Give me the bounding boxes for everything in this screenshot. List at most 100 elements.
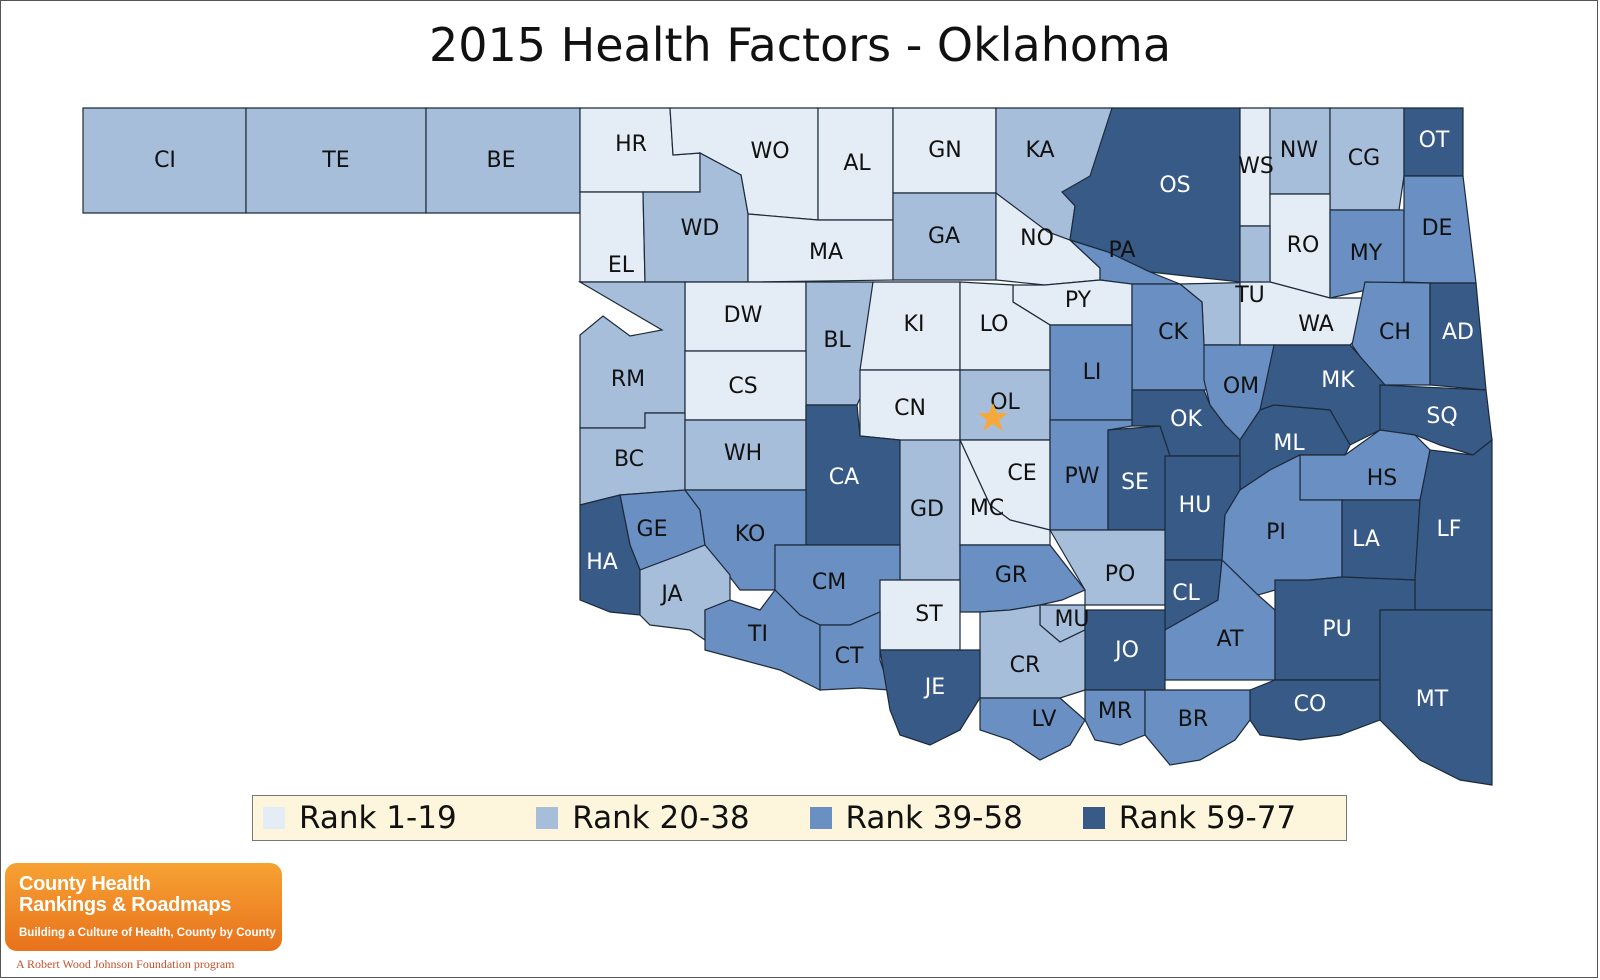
- county-label-mk: MK: [1321, 368, 1355, 393]
- county-label-ja: JA: [659, 582, 682, 607]
- county-label-cr: CR: [1010, 653, 1041, 678]
- county-label-st: ST: [915, 602, 943, 627]
- county-label-wh: WH: [724, 441, 762, 466]
- county-label-pu: PU: [1322, 617, 1351, 642]
- county-label-ci: CI: [154, 148, 176, 173]
- map-title: 2015 Health Factors - Oklahoma: [428, 18, 1172, 72]
- county-label-wa: WA: [1298, 312, 1334, 337]
- county-cg: [1329, 107, 1405, 211]
- county-label-ct: CT: [835, 644, 864, 669]
- legend-item-rank-20-38: Rank 20-38: [536, 800, 799, 836]
- county-label-pi: PI: [1266, 520, 1286, 545]
- county-label-ko: KO: [735, 522, 766, 547]
- rwjf-program-note: A Robert Wood Johnson Foundation program: [16, 957, 235, 971]
- county-br: [1144, 689, 1251, 766]
- county-label-lf: LF: [1437, 517, 1462, 542]
- county-label-mt: MT: [1416, 687, 1449, 712]
- legend-label: Rank 59-77: [1118, 800, 1297, 836]
- county-label-ro: RO: [1287, 233, 1320, 258]
- county-label-be: BE: [487, 148, 516, 173]
- county-label-py: PY: [1065, 288, 1092, 313]
- capital-star-icon: [978, 403, 1008, 431]
- county-label-at: AT: [1217, 627, 1244, 652]
- county-label-lo: LO: [980, 312, 1009, 337]
- county-label-tu: TU: [1234, 283, 1265, 308]
- county-lv: [979, 697, 1086, 761]
- county-label-nw: NW: [1280, 138, 1318, 163]
- county-label-ot: OT: [1419, 128, 1450, 153]
- county-label-ka: KA: [1025, 138, 1054, 163]
- county-label-om: OM: [1223, 374, 1259, 399]
- legend-swatch: [536, 807, 559, 829]
- county-label-cl: CL: [1172, 581, 1200, 606]
- county-label-al: AL: [843, 151, 871, 176]
- county-label-mc: MC: [970, 496, 1004, 521]
- county-label-cm: CM: [812, 570, 846, 595]
- county-label-ck: CK: [1158, 320, 1188, 345]
- county-health-rankings-logo: County Health Rankings & Roadmaps Buildi…: [5, 863, 282, 951]
- county-label-bc: BC: [614, 447, 644, 472]
- legend-item-rank-59-77: Rank 59-77: [1082, 800, 1346, 836]
- county-label-cg: CG: [1348, 146, 1380, 171]
- county-label-li: LI: [1083, 360, 1102, 385]
- county-at: [1164, 558, 1276, 681]
- county-label-co: CO: [1294, 692, 1327, 717]
- county-label-po: PO: [1105, 562, 1136, 587]
- county-label-ge: GE: [637, 517, 668, 542]
- legend-label: Rank 1-19: [299, 800, 457, 836]
- county-label-no: NO: [1020, 226, 1054, 251]
- county-label-ga: GA: [928, 224, 960, 249]
- county-label-rm: RM: [611, 367, 645, 392]
- county-label-cn: CN: [894, 396, 926, 421]
- county-label-mu: MU: [1054, 607, 1089, 632]
- county-label-cs: CS: [728, 374, 757, 399]
- county-label-hr: HR: [615, 132, 647, 157]
- county-label-ca: CA: [829, 465, 859, 490]
- county-mt: [1379, 609, 1493, 786]
- county-label-dw: DW: [724, 303, 763, 328]
- county-label-wd: WD: [681, 216, 720, 241]
- county-label-hs: HS: [1367, 466, 1398, 491]
- county-label-ch: CH: [1379, 320, 1411, 345]
- county-rm: [577, 281, 686, 429]
- legend-label: Rank 39-58: [845, 800, 1023, 836]
- county-label-gr: GR: [995, 563, 1027, 588]
- county-ch: [1351, 281, 1431, 386]
- county-label-ml: ML: [1273, 431, 1305, 456]
- county-label-ad: AD: [1442, 320, 1474, 345]
- county-label-wo: WO: [750, 139, 789, 164]
- county-label-my: MY: [1350, 241, 1383, 266]
- county-label-pw: PW: [1064, 464, 1099, 489]
- county-label-ce: CE: [1007, 461, 1036, 486]
- county-label-ma: MA: [809, 240, 843, 265]
- county-label-jo: JO: [1113, 638, 1139, 663]
- county-label-gd: GD: [910, 497, 944, 522]
- legend: Rank 1-19 Rank 20-38 Rank 39-58 Rank 59-…: [252, 795, 1347, 841]
- county-label-mr: MR: [1098, 699, 1132, 724]
- legend-swatch: [1082, 807, 1105, 829]
- county-label-gn: GN: [928, 138, 962, 163]
- logo-tagline: Building a Culture of Health, County by …: [19, 927, 276, 939]
- county-label-te: TE: [321, 148, 349, 173]
- county-label-os: OS: [1159, 173, 1190, 198]
- county-label-el: EL: [608, 253, 635, 278]
- county-label-sq: SQ: [1426, 404, 1457, 429]
- legend-label: Rank 20-38: [572, 800, 750, 836]
- county-label-bl: BL: [823, 328, 851, 353]
- legend-swatch: [809, 807, 832, 829]
- legend-item-rank-1-19: Rank 1-19: [263, 800, 526, 836]
- county-label-de: DE: [1422, 216, 1453, 241]
- logo-line-1: County Health: [19, 873, 151, 895]
- logo-line-2: Rankings & Roadmaps: [19, 894, 232, 916]
- county-label-la: LA: [1352, 527, 1380, 552]
- legend-item-rank-39-58: Rank 39-58: [809, 800, 1073, 836]
- legend-swatch: [263, 807, 285, 829]
- county-label-lv: LV: [1032, 707, 1057, 732]
- county-label-ok: OK: [1170, 407, 1202, 432]
- county-ti: [704, 589, 821, 691]
- county-label-ha: HA: [586, 550, 618, 575]
- county-label-je: JE: [923, 675, 945, 700]
- county-je: [879, 649, 981, 746]
